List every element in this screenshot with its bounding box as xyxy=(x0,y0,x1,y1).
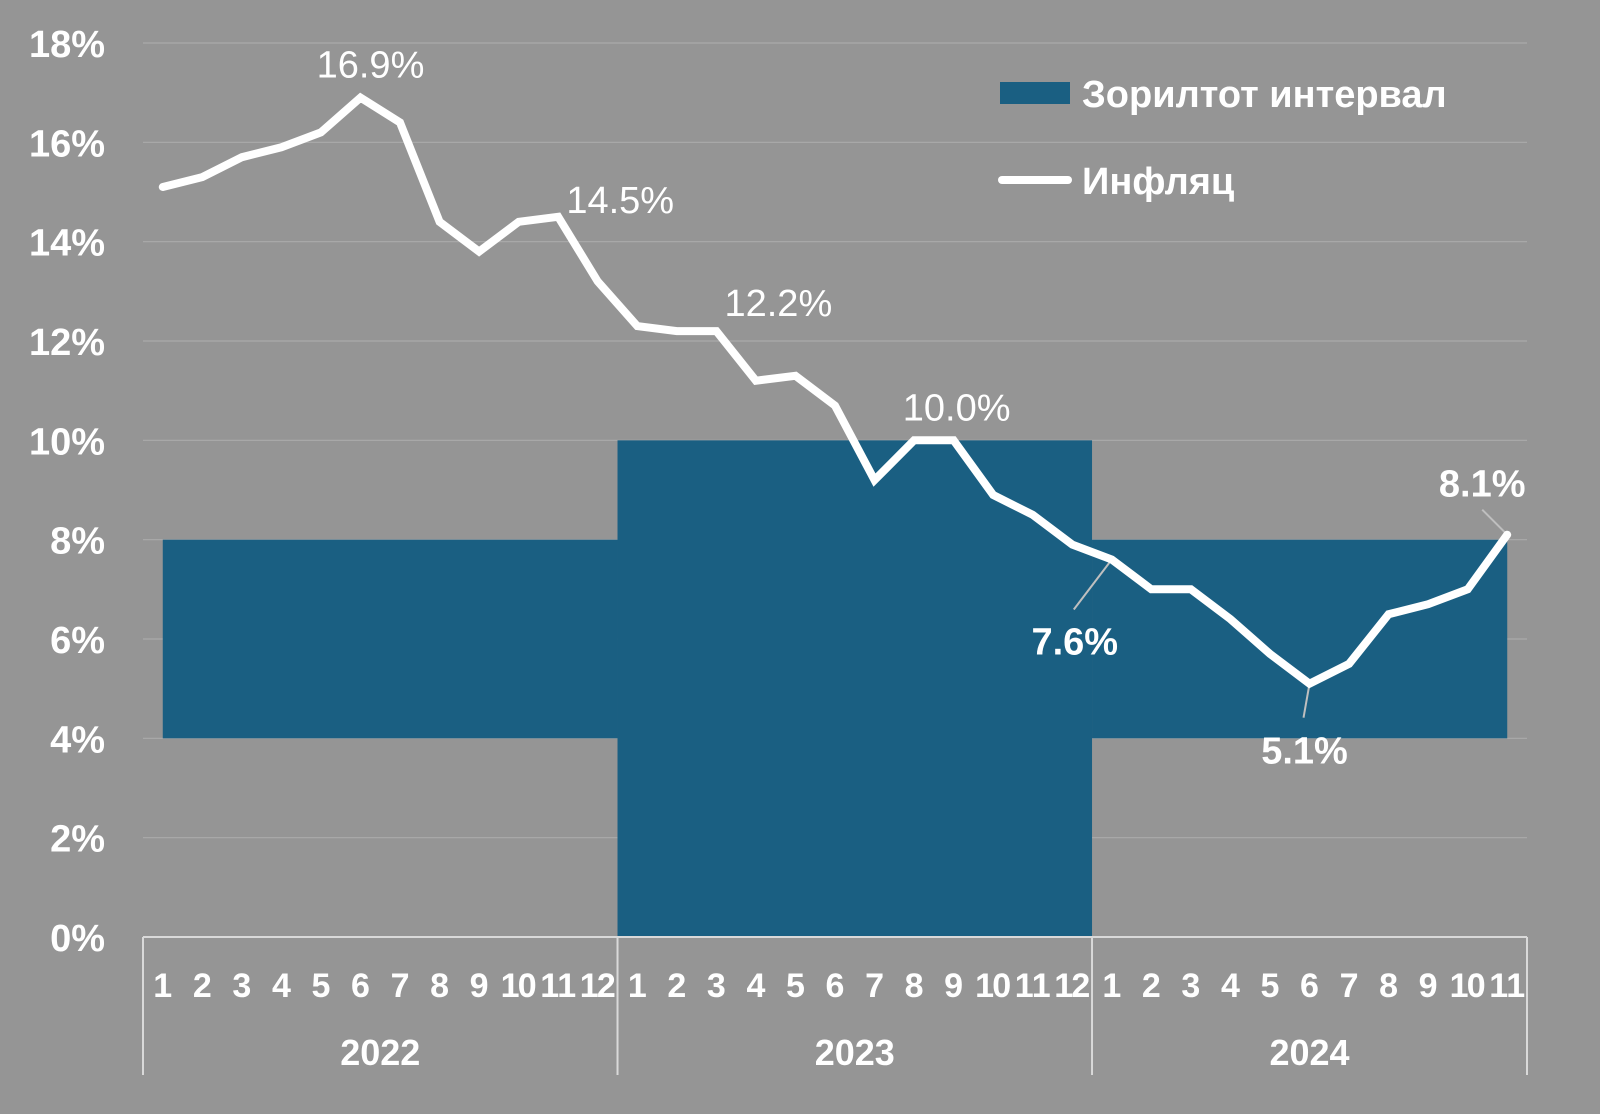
month-tick-label: 2 xyxy=(1142,967,1161,1005)
month-tick-label: 3 xyxy=(707,967,726,1005)
data-label: 7.6% xyxy=(1031,622,1118,664)
month-tick-label: 8 xyxy=(1379,967,1398,1005)
month-tick-label: 1 xyxy=(1102,967,1121,1005)
y-tick-label: 18% xyxy=(29,24,105,66)
month-tick-label: 11 xyxy=(1489,967,1525,1005)
month-tick-label: 1 xyxy=(153,967,172,1005)
month-tick-label: 11 xyxy=(1015,967,1051,1005)
month-tick-label: 7 xyxy=(1340,967,1359,1005)
month-tick-label: 3 xyxy=(232,967,251,1005)
legend-band-label: Зорилтот интервал xyxy=(1082,74,1447,116)
y-tick-label: 0% xyxy=(50,918,105,960)
month-tick-label: 11 xyxy=(540,967,576,1005)
data-label: 5.1% xyxy=(1261,731,1348,773)
annotation-leader xyxy=(1481,508,1508,536)
month-tick-label: 10 xyxy=(975,967,1011,1005)
target-band-2024 xyxy=(1092,539,1508,739)
month-tick-label: 12 xyxy=(580,967,616,1005)
month-tick-label: 5 xyxy=(311,967,330,1005)
y-tick-label: 16% xyxy=(29,123,105,165)
y-tick-label: 6% xyxy=(50,620,105,662)
month-tick-label: 9 xyxy=(944,967,963,1005)
month-tick-label: 4 xyxy=(1221,967,1240,1005)
legend: Зорилтот интервал Инфляц xyxy=(998,74,1447,203)
month-tick-label: 8 xyxy=(430,967,449,1005)
month-tick-label: 2 xyxy=(667,967,686,1005)
month-tick-label: 1 xyxy=(628,967,647,1005)
month-tick-label: 10 xyxy=(1450,967,1486,1005)
annotation-leaders xyxy=(1073,508,1508,718)
y-tick-label: 2% xyxy=(50,819,105,861)
month-tick-label: 7 xyxy=(391,967,410,1005)
month-tick-label: 6 xyxy=(1300,967,1319,1005)
data-labels: 16.9% 14.5% 12.2% 10.0% 7.6% 5.1% 8.1% xyxy=(317,45,1526,773)
y-tick-label: 12% xyxy=(29,322,105,364)
year-label: 2024 xyxy=(1269,1032,1349,1073)
month-tick-label: 9 xyxy=(1419,967,1438,1005)
y-tick-label: 14% xyxy=(29,223,105,265)
month-tick-label: 10 xyxy=(501,967,537,1005)
month-tick-label: 4 xyxy=(746,967,765,1005)
month-tick-label: 6 xyxy=(351,967,370,1005)
month-tick-label: 6 xyxy=(826,967,845,1005)
month-tick-label: 4 xyxy=(272,967,291,1005)
legend-line-label: Инфляц xyxy=(1082,161,1235,203)
data-label: 10.0% xyxy=(903,387,1011,429)
data-label: 16.9% xyxy=(317,45,425,87)
month-tick-label: 3 xyxy=(1181,967,1200,1005)
month-tick-label: 9 xyxy=(470,967,489,1005)
annotation-leader xyxy=(1302,683,1311,718)
month-tick-label: 5 xyxy=(786,967,805,1005)
month-tick-label: 7 xyxy=(865,967,884,1005)
year-label: 2022 xyxy=(340,1032,420,1073)
target-interval-bands xyxy=(162,440,1508,937)
month-tick-label: 8 xyxy=(905,967,924,1005)
y-tick-label: 10% xyxy=(29,421,105,463)
y-axis-ticks: 0% 2% 4% 6% 8% 10% 12% 14% 16% 18% xyxy=(29,24,105,960)
annotation-leader xyxy=(1073,558,1113,611)
month-tick-label: 5 xyxy=(1261,967,1280,1005)
target-band-2023 xyxy=(617,440,1093,937)
data-label: 8.1% xyxy=(1439,464,1526,506)
legend-band-swatch xyxy=(1000,82,1070,104)
y-tick-label: 8% xyxy=(50,521,105,563)
month-tick-label: 2 xyxy=(193,967,212,1005)
month-tick-label: 12 xyxy=(1054,967,1090,1005)
target-band-2022 xyxy=(162,539,618,739)
inflation-line xyxy=(158,92,1512,689)
data-label: 12.2% xyxy=(724,283,832,325)
y-tick-label: 4% xyxy=(50,719,105,761)
data-label: 14.5% xyxy=(566,180,674,222)
year-label: 2023 xyxy=(815,1032,895,1073)
